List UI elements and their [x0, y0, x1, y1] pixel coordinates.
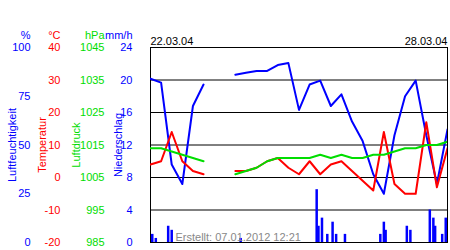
svg-text:Luftfeuchtigkeit: Luftfeuchtigkeit [6, 108, 18, 182]
svg-text:mm/h: mm/h [105, 29, 133, 41]
svg-text:1005: 1005 [80, 171, 104, 183]
svg-text:16: 16 [120, 106, 133, 118]
svg-text:8: 8 [126, 171, 132, 183]
svg-text:%: % [21, 29, 31, 41]
svg-text:Temperatur: Temperatur [36, 117, 48, 173]
svg-text:1045: 1045 [80, 41, 104, 53]
svg-text:-20: -20 [45, 236, 61, 248]
svg-text:20: 20 [120, 74, 132, 86]
svg-text:20: 20 [48, 106, 60, 118]
svg-text:25: 25 [18, 187, 30, 199]
svg-text:100: 100 [12, 41, 30, 53]
svg-text:995: 995 [86, 204, 104, 216]
svg-text:Niederschlag: Niederschlag [112, 113, 124, 177]
svg-text:28.03.04: 28.03.04 [405, 35, 448, 47]
svg-text:4: 4 [126, 204, 132, 216]
svg-text:30: 30 [48, 74, 60, 86]
svg-text:985: 985 [86, 236, 104, 248]
svg-text:0: 0 [54, 171, 60, 183]
svg-text:40: 40 [48, 41, 60, 53]
svg-text:0: 0 [126, 236, 132, 248]
svg-text:hPa: hPa [85, 29, 105, 41]
svg-text:24: 24 [120, 41, 132, 53]
svg-text:Luftdruck: Luftdruck [70, 122, 82, 168]
svg-text:1025: 1025 [80, 106, 104, 118]
svg-text:22.03.04: 22.03.04 [151, 35, 194, 47]
svg-text:50: 50 [18, 139, 30, 151]
svg-text:75: 75 [18, 90, 30, 102]
svg-text:1015: 1015 [80, 139, 104, 151]
svg-text:0: 0 [24, 236, 30, 248]
svg-text:1035: 1035 [80, 74, 104, 86]
svg-text:10: 10 [48, 139, 60, 151]
svg-text:Erstellt: 07.01.2012 12:21: Erstellt: 07.01.2012 12:21 [176, 231, 301, 243]
svg-text:°C: °C [48, 29, 60, 41]
svg-text:-10: -10 [45, 204, 61, 216]
svg-text:12: 12 [120, 138, 133, 151]
